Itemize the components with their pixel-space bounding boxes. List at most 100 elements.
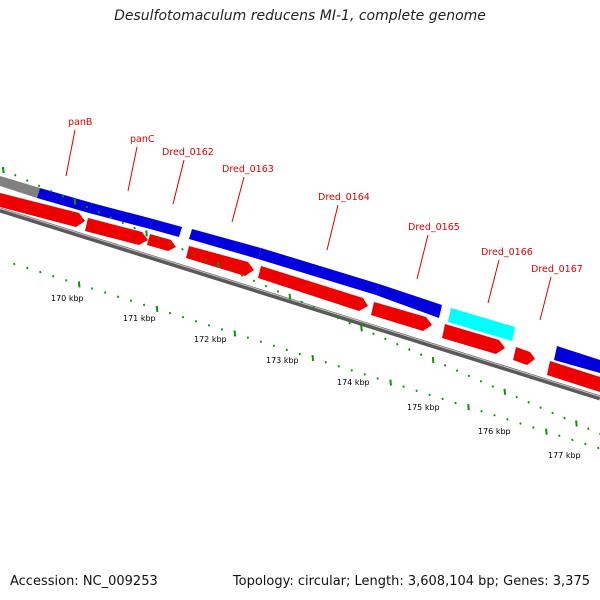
ruler-tick-minor bbox=[584, 442, 587, 446]
cds-arrow-8 bbox=[513, 347, 535, 365]
kbp-label: 174 kbp bbox=[337, 378, 370, 387]
gene-label: panB bbox=[68, 117, 92, 128]
ruler-tick-minor bbox=[396, 342, 399, 346]
ruler-tick-minor bbox=[193, 253, 196, 256]
cds-arrow-5 bbox=[258, 266, 368, 311]
ruler-tick-minor bbox=[240, 274, 244, 277]
cds-arrow-6 bbox=[371, 302, 432, 331]
ruler-tick-minor bbox=[515, 395, 518, 399]
ruler-tick-minor bbox=[129, 299, 133, 303]
gene-label: Dred_0166 bbox=[481, 247, 533, 258]
ruler-tick-minor bbox=[337, 364, 340, 368]
ruler-tick-minor bbox=[276, 290, 280, 293]
ruler-tick-major bbox=[431, 356, 435, 364]
ruler-tick-minor bbox=[480, 409, 483, 413]
ruler-tick-minor bbox=[408, 348, 411, 351]
ruler-tick-minor bbox=[252, 279, 256, 283]
ruler-tick-major bbox=[2, 166, 5, 174]
ruler-tick-minor bbox=[246, 336, 250, 339]
ruler-tick-minor bbox=[285, 348, 288, 352]
ruler-tick-minor bbox=[39, 270, 42, 274]
ruler-tick-minor bbox=[207, 324, 211, 327]
kbp-label-group: 170 kbp 171 kbp 172 kbp 173 kbp 174 kbp 175 k… bbox=[51, 294, 581, 460]
ruler-tick-minor bbox=[539, 406, 542, 409]
ruler-tick-minor bbox=[441, 397, 444, 401]
genome-backbone-highlight bbox=[0, 208, 600, 397]
ruler-tick-minor bbox=[571, 438, 574, 442]
kbp-label: 176 kbp bbox=[478, 427, 511, 436]
ruler-tick-minor bbox=[348, 321, 351, 325]
ruler-tick-minor bbox=[443, 364, 447, 367]
ruler-tick-major bbox=[77, 281, 81, 288]
ruler-tick-major bbox=[155, 305, 159, 313]
ruler-tick-minor bbox=[103, 291, 107, 294]
ruler-tick-minor bbox=[298, 352, 301, 356]
ruler-tick-major bbox=[145, 230, 148, 237]
ruler-tick-minor bbox=[558, 434, 561, 437]
cds-arrow-4 bbox=[186, 246, 254, 276]
gene-block-dred-0162 bbox=[150, 219, 182, 237]
kbp-label: 177 kbp bbox=[548, 451, 581, 460]
ruler-ticks bbox=[2, 166, 600, 450]
ruler-tick-minor bbox=[26, 179, 29, 182]
ruler-tick-major bbox=[73, 198, 77, 205]
ruler-tick-minor bbox=[324, 311, 327, 314]
gene-block-dred-0164 bbox=[258, 248, 379, 295]
ruler-tick-minor bbox=[194, 319, 198, 323]
ruler-tick-minor bbox=[168, 311, 172, 315]
ruler-tick-minor bbox=[324, 360, 327, 364]
ruler-tick-minor bbox=[205, 258, 208, 262]
ruler-tick-minor bbox=[597, 446, 600, 450]
gene-block-panc bbox=[89, 203, 153, 229]
gene-block-panb bbox=[37, 188, 92, 213]
ruler-tick-minor bbox=[312, 306, 315, 309]
kbp-label: 172 kbp bbox=[194, 335, 227, 344]
map-title: Desulfotomaculum reducens MI-1, complete… bbox=[114, 8, 486, 24]
cds-track-red bbox=[0, 193, 600, 392]
ruler-tick-minor bbox=[454, 401, 457, 405]
ruler-tick-minor bbox=[493, 414, 496, 417]
gene-label-leader-line bbox=[231, 176, 245, 223]
ruler-tick-minor bbox=[142, 303, 146, 307]
ruler-tick-minor bbox=[65, 279, 68, 282]
ruler-tick-major bbox=[545, 428, 548, 435]
ruler-tick-minor bbox=[37, 184, 41, 188]
gene-label: Dred_0162 bbox=[162, 147, 214, 158]
ruler-tick-minor bbox=[376, 377, 379, 380]
ruler-tick-minor bbox=[169, 242, 172, 246]
gene-label-leader-line bbox=[539, 276, 552, 321]
gene-track-blue bbox=[37, 188, 600, 373]
ruler-tick-minor bbox=[519, 422, 522, 425]
ruler-tick-minor bbox=[384, 337, 387, 341]
ruler-tick-minor bbox=[116, 295, 120, 298]
ruler-tick-minor bbox=[49, 189, 53, 193]
cds-arrow-2 bbox=[85, 218, 148, 245]
ruler-tick-minor bbox=[350, 369, 353, 372]
cds-arrow-9 bbox=[547, 361, 600, 392]
cds-arrow-1 bbox=[0, 193, 85, 227]
ruler-tick-minor bbox=[420, 353, 423, 357]
gene-label-leader-line bbox=[487, 259, 500, 304]
ruler-tick-minor bbox=[61, 195, 65, 198]
ruler-tick-minor bbox=[272, 344, 276, 348]
ruler-tick-minor bbox=[467, 374, 471, 378]
ruler-tick-minor bbox=[372, 332, 375, 335]
gene-block-dred-0163 bbox=[189, 229, 261, 259]
ruler-tick-minor bbox=[563, 416, 566, 420]
ruler-tick-major bbox=[360, 325, 363, 332]
ruler-tick-minor bbox=[402, 385, 405, 388]
cds-arrow-7 bbox=[442, 324, 505, 354]
gene-label-leader-line bbox=[416, 234, 429, 280]
ruler-tick-minor bbox=[52, 275, 55, 278]
kbp-label: 175 kbp bbox=[407, 403, 440, 412]
ruler-tick-minor bbox=[157, 237, 160, 240]
ruler-tick-minor bbox=[506, 418, 509, 421]
cds-arrow-3 bbox=[147, 234, 176, 251]
ruler-tick-major bbox=[467, 404, 470, 411]
ruler-tick-minor bbox=[97, 210, 100, 214]
gene-label-leader-line bbox=[65, 129, 76, 177]
genome-backbone bbox=[0, 207, 600, 401]
ruler-tick-major bbox=[233, 330, 237, 337]
